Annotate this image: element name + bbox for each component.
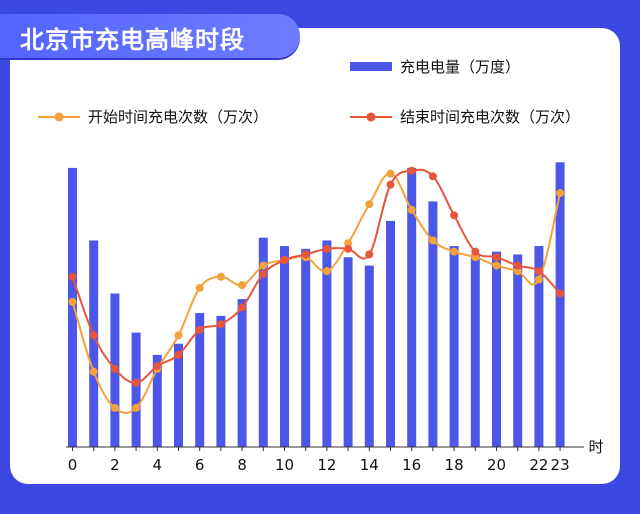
end-point-2 — [110, 364, 119, 373]
bar-16 — [407, 167, 417, 447]
end-point-17 — [428, 172, 437, 181]
bar-15 — [386, 220, 395, 447]
start-point-22 — [534, 275, 543, 284]
start-point-15 — [386, 169, 395, 178]
start-line — [71, 172, 562, 415]
x-tick-label-20: 20 — [487, 456, 506, 474]
legend-bar-label: 充电电量（万度） — [400, 58, 520, 76]
x-tick-label-10: 10 — [275, 456, 294, 474]
start-point-2 — [110, 403, 119, 412]
bar-23 — [555, 162, 565, 447]
legend-bar-swatch — [350, 62, 392, 71]
legend-end-marker — [366, 112, 376, 122]
plot-area: 0 2 4 6 8 10 12 14 16 18 20 22 23 时 — [66, 162, 604, 474]
end-point-20 — [492, 253, 501, 262]
end-point-21 — [513, 261, 522, 270]
chart-title: 北京市充电高峰时段 — [20, 26, 245, 54]
bar-3 — [131, 332, 141, 447]
end-point-14 — [365, 250, 374, 259]
start-point-18 — [450, 247, 459, 256]
x-tick-label-6: 6 — [195, 456, 205, 474]
start-point-20 — [492, 261, 501, 270]
end-point-12 — [322, 244, 331, 253]
end-point-6 — [195, 325, 204, 334]
start-point-12 — [322, 267, 331, 276]
bar-9 — [258, 237, 268, 447]
x-tick-label-0: 0 — [68, 456, 78, 474]
end-point-11 — [301, 250, 310, 259]
start-point-8 — [238, 281, 247, 290]
bar-18 — [449, 246, 459, 447]
start-point-19 — [471, 253, 480, 262]
start-point-6 — [195, 283, 204, 292]
start-point-5 — [174, 331, 183, 340]
start-point-17 — [428, 236, 437, 245]
bar-22 — [534, 246, 544, 447]
start-point-0 — [68, 297, 77, 306]
title-badge — [0, 14, 300, 58]
x-tick-label-18: 18 — [445, 456, 464, 474]
x-tick-label-22: 22 — [529, 456, 548, 474]
end-point-0 — [68, 272, 77, 281]
end-point-18 — [450, 211, 459, 220]
bar-20 — [492, 251, 501, 447]
legend-start-marker — [54, 112, 64, 122]
x-tick-label-14: 14 — [360, 456, 379, 474]
end-point-3 — [132, 378, 141, 387]
bar-6 — [195, 313, 205, 447]
end-point-1 — [89, 331, 98, 340]
x-tick-label-16: 16 — [402, 456, 421, 474]
end-line — [71, 168, 561, 384]
x-tick-label-12: 12 — [317, 456, 336, 474]
x-tick-label-8: 8 — [237, 456, 247, 474]
end-point-10 — [280, 256, 289, 265]
x-tick-label-23: 23 — [551, 456, 570, 474]
start-point-3 — [132, 403, 141, 412]
end-point-19 — [471, 247, 480, 256]
x-tick-label-2: 2 — [110, 456, 120, 474]
start-point-13 — [344, 239, 353, 248]
bar-10 — [280, 246, 289, 447]
end-point-16 — [407, 166, 416, 175]
bar-7 — [216, 315, 226, 447]
start-point-16 — [407, 205, 416, 214]
end-point-9 — [259, 269, 268, 278]
end-point-22 — [534, 267, 543, 276]
bar-13 — [343, 257, 353, 447]
start-point-7 — [216, 272, 225, 281]
bar-5 — [174, 343, 183, 447]
bar-12 — [322, 240, 332, 447]
legend-end-label: 结束时间充电次数（万次） — [400, 108, 580, 126]
start-point-14 — [365, 200, 374, 209]
start-point-9 — [259, 261, 268, 270]
x-axis-label: 时 — [588, 438, 603, 456]
legend-start-label: 开始时间充电次数（万次） — [88, 108, 268, 126]
bar-11 — [301, 248, 311, 447]
start-point-1 — [89, 367, 98, 376]
end-point-8 — [238, 303, 247, 312]
bar-8 — [237, 299, 247, 447]
bar-0 — [68, 167, 77, 447]
bar-14 — [364, 265, 374, 447]
start-point-21 — [513, 267, 522, 276]
bar-17 — [428, 201, 438, 447]
bar-4 — [152, 354, 162, 447]
bar-1 — [89, 240, 99, 447]
bar-19 — [470, 254, 480, 447]
start-point-23 — [556, 189, 565, 198]
end-point-23 — [556, 289, 565, 298]
end-point-5 — [174, 350, 183, 359]
end-point-15 — [386, 180, 395, 189]
x-tick-label-4: 4 — [153, 456, 163, 474]
end-point-7 — [216, 320, 225, 329]
end-point-13 — [344, 244, 353, 253]
end-point-4 — [153, 362, 162, 371]
bar-21 — [513, 254, 523, 447]
